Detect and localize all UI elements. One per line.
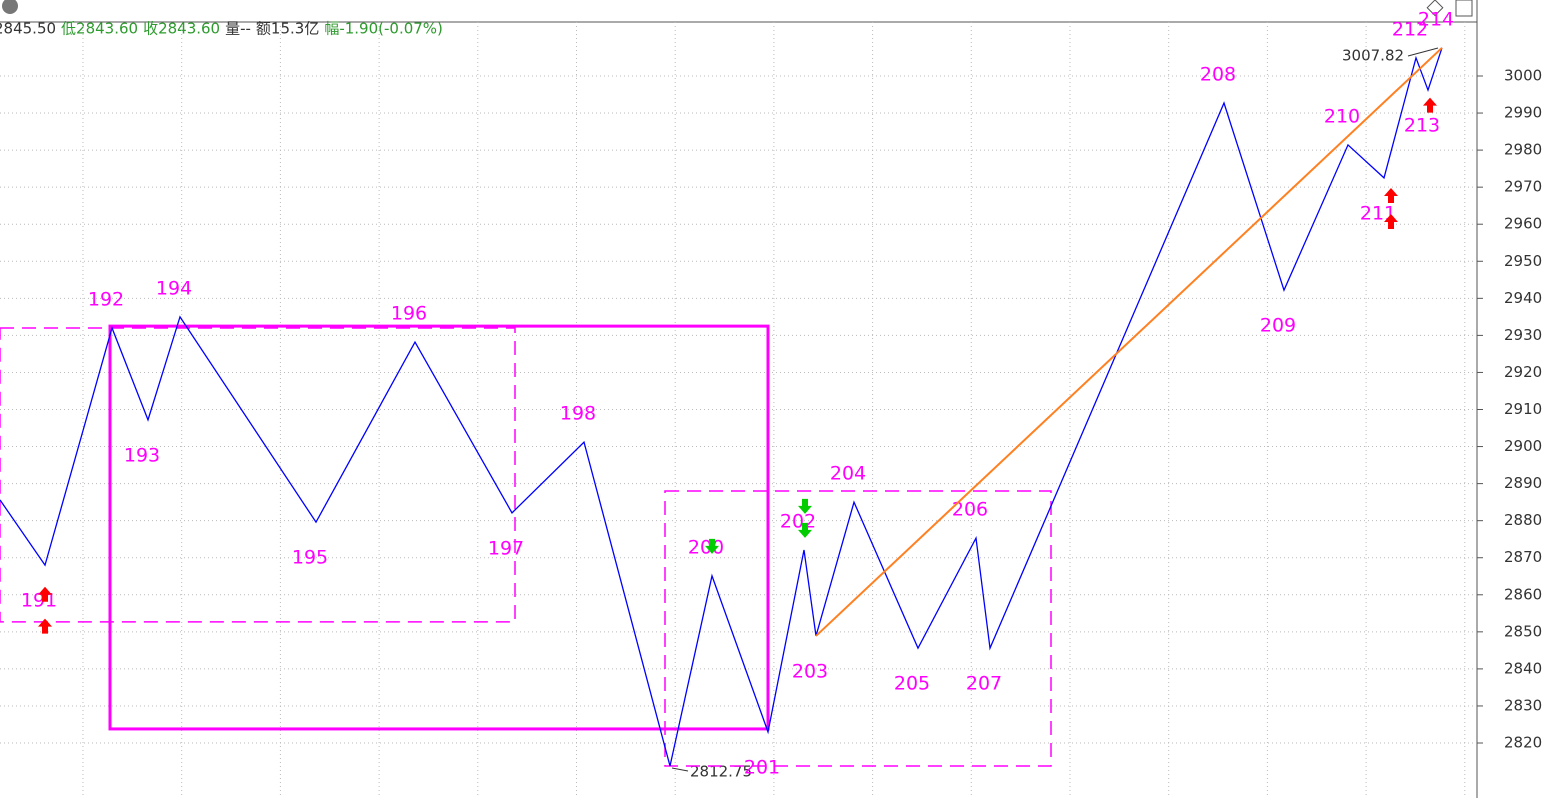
buy-arrow: [38, 618, 52, 634]
pivot-label: 212: [1392, 18, 1428, 40]
menu-icon[interactable]: [2, 0, 18, 14]
annotation-pointer: [1407, 47, 1439, 57]
pivot-label: 203: [792, 660, 828, 682]
pivot-label: 197: [488, 537, 524, 559]
y-tick-label: 2820: [1504, 734, 1542, 752]
buy-arrow: [38, 586, 52, 602]
pivot-label: 194: [156, 277, 192, 299]
pivot-label: 200: [688, 536, 724, 558]
range-box: [664, 490, 1052, 767]
y-tick-label: 2860: [1504, 585, 1542, 603]
low-annotation: 2812.75: [690, 763, 752, 781]
annotation-pointer: [671, 767, 689, 772]
y-tick-label: 2880: [1504, 511, 1542, 529]
range-box: [0, 327, 516, 623]
pivot-label: 196: [391, 303, 427, 325]
y-tick-label: 2980: [1504, 141, 1542, 159]
header: 2845.50 低2843.60 收2843.60 量-- 额15.3亿 幅-1.90(-…: [0, 20, 443, 38]
header-item: 额15.3亿: [256, 20, 319, 38]
pivot-label: 198: [560, 403, 596, 425]
diamond-icon[interactable]: [1426, 0, 1444, 17]
pivot-label: 192: [88, 288, 124, 310]
header-item: 低2843.60: [61, 20, 138, 38]
pivot-label: 201: [744, 756, 780, 778]
pivot-label: 202: [780, 510, 816, 532]
sell-arrow: [798, 498, 812, 514]
buy-arrow: [1384, 188, 1398, 204]
buy-arrow: [1384, 213, 1398, 229]
y-tick-label: 2850: [1504, 622, 1542, 640]
pivot-label: 207: [966, 673, 1002, 695]
pivot-label: 191: [21, 590, 57, 612]
y-tick-label: 2920: [1504, 363, 1542, 381]
pivot-label: 208: [1200, 64, 1236, 86]
header-item: 量--: [225, 20, 251, 38]
y-tick-label: 2960: [1504, 215, 1542, 233]
header-item: 2845.50: [0, 20, 56, 38]
pivot-label: 205: [894, 673, 930, 695]
y-tick-label: 2890: [1504, 474, 1542, 492]
y-tick-label: 2970: [1504, 178, 1542, 196]
pivot-label: 193: [124, 444, 160, 466]
y-tick-label: 2950: [1504, 252, 1542, 270]
header-item: 幅-1.90(-0.07%): [324, 20, 443, 38]
y-tick-label: 2930: [1504, 326, 1542, 344]
y-tick-label: 2840: [1504, 659, 1542, 677]
pivot-label: 209: [1260, 315, 1296, 337]
sell-arrow: [798, 522, 812, 538]
series-line: [0, 47, 1443, 767]
series-line: [815, 47, 1443, 637]
buy-arrow: [1423, 97, 1437, 113]
y-tick-label: 2990: [1504, 104, 1542, 122]
high-annotation: 3007.82: [1342, 47, 1404, 65]
panel-icon[interactable]: [1455, 0, 1473, 17]
y-tick-label: 3000: [1504, 66, 1542, 84]
y-tick-label: 2900: [1504, 437, 1542, 455]
sell-arrow: [705, 538, 719, 554]
pivot-label: 210: [1324, 105, 1360, 127]
y-tick-label: 2910: [1504, 400, 1542, 418]
pivot-label: 195: [292, 547, 328, 569]
pivot-label: 204: [830, 463, 866, 485]
header-item: 收2843.60: [143, 20, 220, 38]
y-tick-label: 2870: [1504, 548, 1542, 566]
pivot-label: 214: [1418, 8, 1454, 30]
range-box: [108, 324, 770, 731]
pivot-label: 213: [1404, 115, 1440, 137]
pivot-label: 206: [952, 499, 988, 521]
y-tick-label: 2940: [1504, 289, 1542, 307]
y-tick-label: 2830: [1504, 696, 1542, 714]
